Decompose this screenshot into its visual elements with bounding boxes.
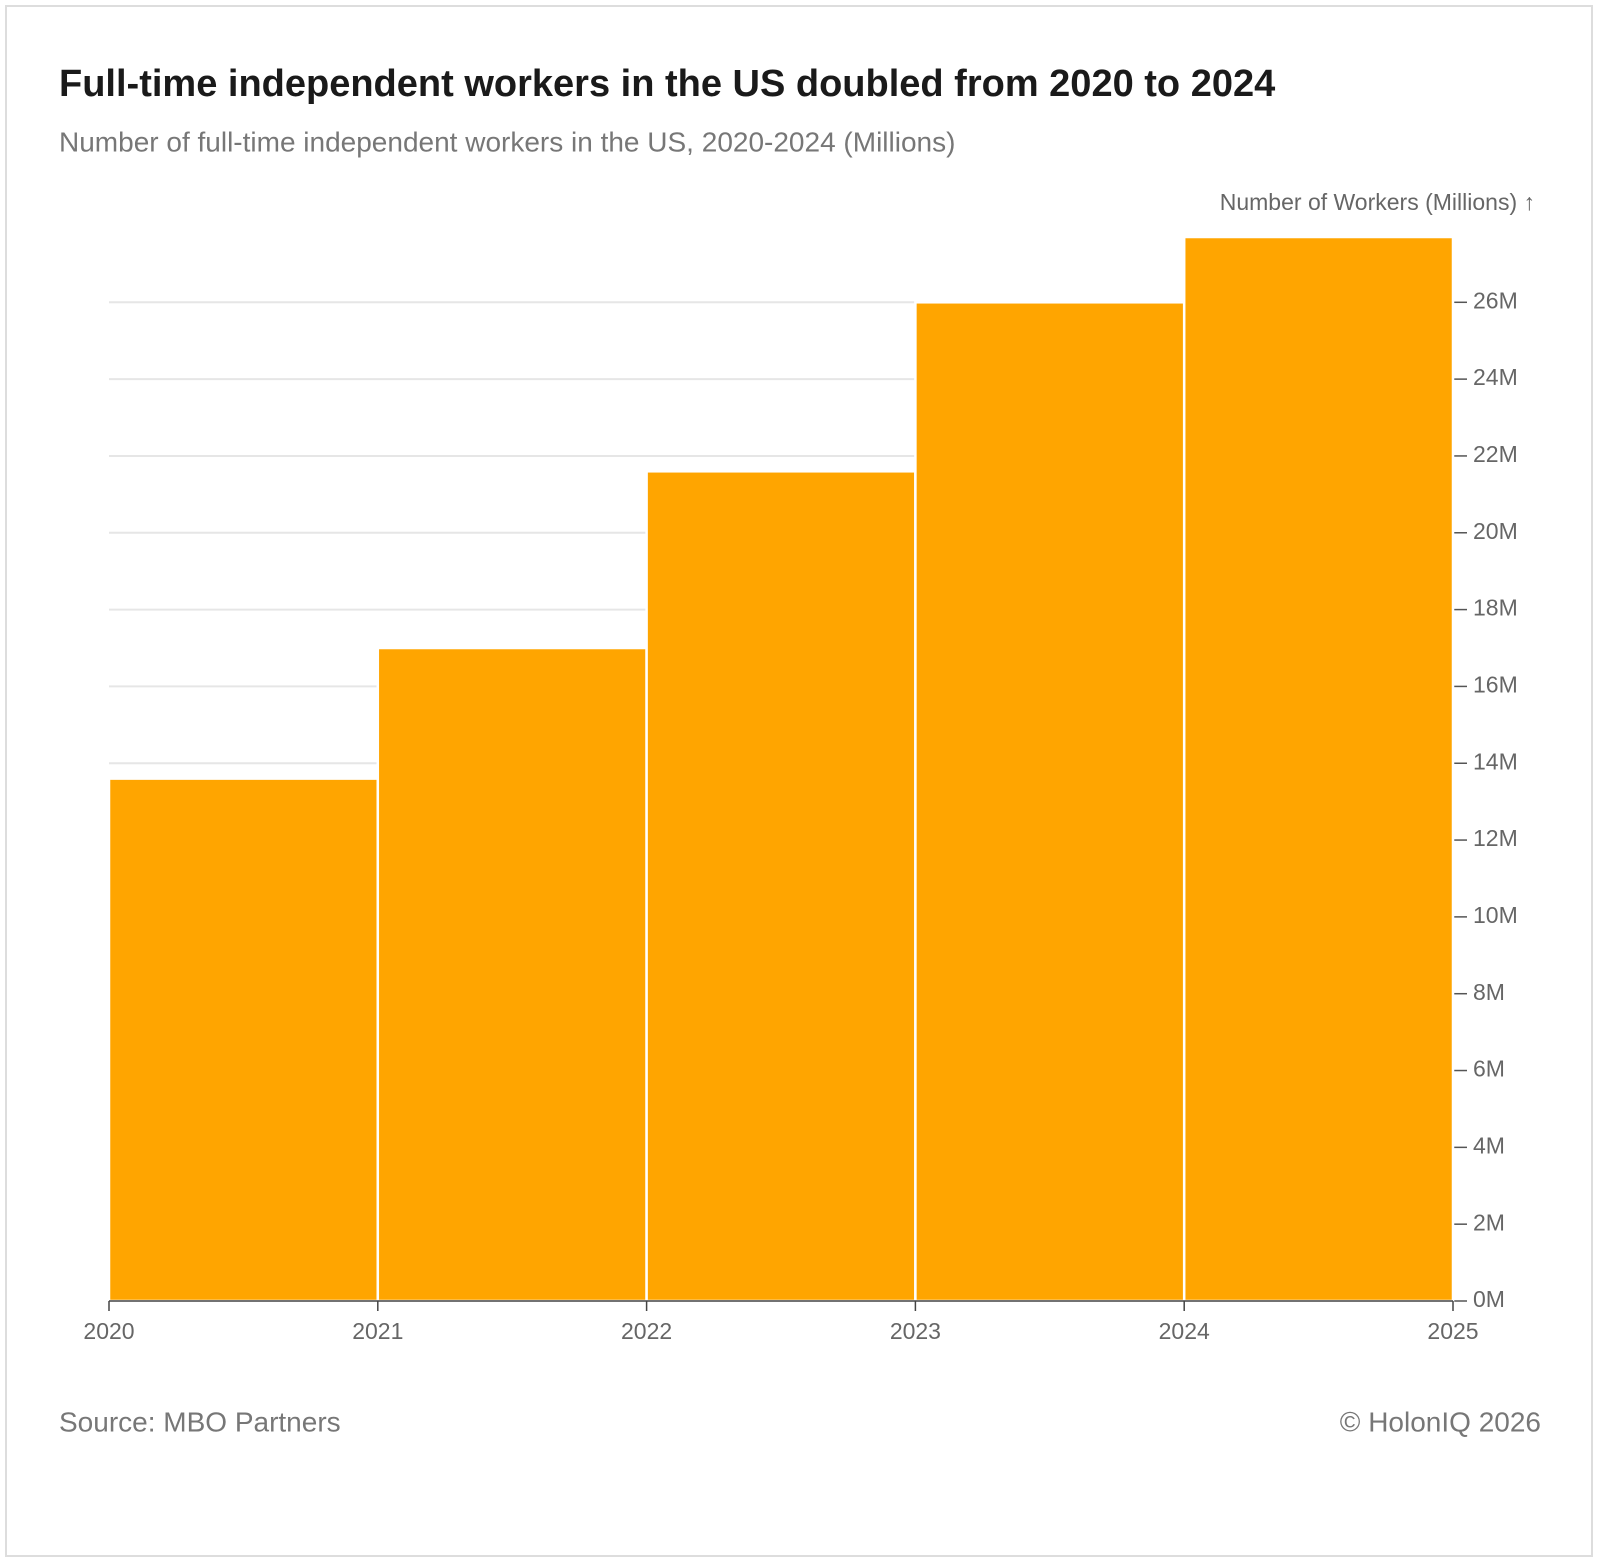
- y-tick-label: 12M: [1473, 825, 1518, 851]
- bar: [1182, 235, 1455, 1303]
- source: Source: MBO Partners: [59, 1406, 341, 1437]
- chart-title: Full-time independent workers in the US …: [59, 63, 1275, 105]
- bar: [645, 470, 917, 1303]
- bar: [107, 777, 380, 1303]
- x-tick-label: 2024: [1159, 1318, 1210, 1344]
- y-tick-label: 22M: [1473, 441, 1518, 467]
- y-tick-label: 18M: [1473, 595, 1518, 621]
- chart-subtitle: Number of full-time independent workers …: [59, 126, 955, 157]
- bar: [914, 301, 1186, 1303]
- y-tick-label: 8M: [1473, 979, 1505, 1005]
- x-tick-label: 2020: [83, 1318, 134, 1344]
- x-tick-label: 2022: [621, 1318, 672, 1344]
- y-tick-label: 10M: [1473, 902, 1518, 928]
- y-tick-label: 14M: [1473, 748, 1518, 774]
- y-tick-label: 20M: [1473, 518, 1518, 544]
- bar: [376, 646, 648, 1303]
- x-tick-label: 2023: [890, 1318, 941, 1344]
- x-tick-label: 2025: [1427, 1318, 1478, 1344]
- x-tick-label: 2021: [352, 1318, 403, 1344]
- y-tick-label: 2M: [1473, 1209, 1505, 1235]
- y-tick-label: 0M: [1473, 1286, 1505, 1312]
- y-axis-label: Number of Workers (Millions) ↑: [1220, 189, 1535, 215]
- y-tick-label: 6M: [1473, 1056, 1505, 1082]
- credit: © HolonIQ 2026: [1340, 1406, 1541, 1437]
- y-tick-label: 4M: [1473, 1132, 1505, 1158]
- y-tick-label: 16M: [1473, 671, 1518, 697]
- y-tick-label: 26M: [1473, 287, 1518, 313]
- y-tick-label: 24M: [1473, 364, 1518, 390]
